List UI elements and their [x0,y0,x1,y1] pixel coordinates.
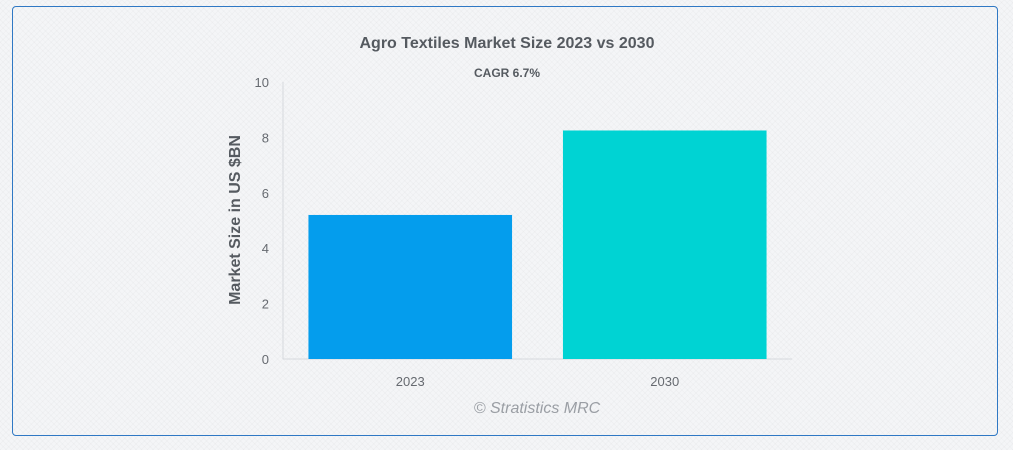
bar-2030 [562,130,767,359]
y-tick-label: 10 [255,75,269,90]
y-tick-label: 2 [262,297,269,312]
y-tick-label: 0 [262,352,269,367]
x-axis-ticks: 2023 2030 [396,374,679,389]
bars-group [308,130,767,359]
chart-title: Agro Textiles Market Size 2023 vs 2030 [360,35,655,52]
credit-text: © Stratistics MRC [474,400,601,417]
y-axis-ticks: 0 2 4 6 8 10 [255,75,269,367]
x-tick-label: 2030 [650,374,679,389]
y-tick-label: 6 [262,186,269,201]
chart-subtitle: CAGR 6.7% [474,66,540,80]
y-axis-label: Market Size in US $BN [227,135,244,305]
y-tick-label: 8 [262,130,269,145]
bar-2023 [308,214,513,359]
chart-card [12,6,998,436]
y-tick-label: 4 [262,241,269,256]
x-tick-label: 2023 [396,374,425,389]
